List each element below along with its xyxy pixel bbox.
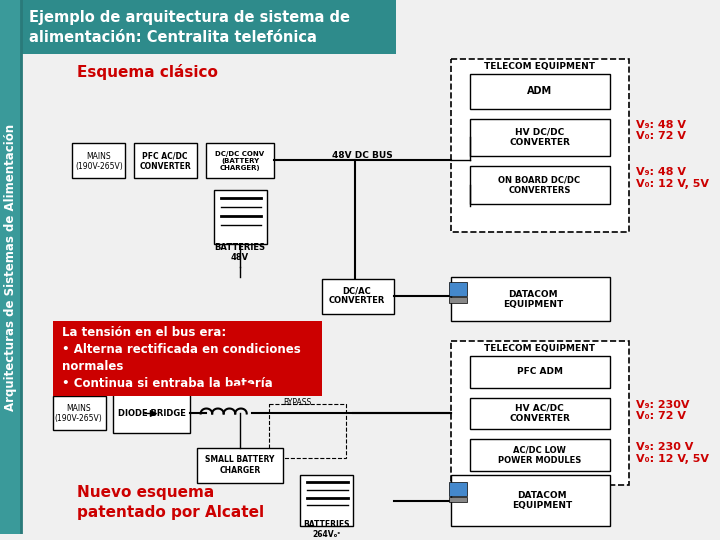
- Bar: [72, 144, 125, 178]
- Text: MAINS
(190V-265V): MAINS (190V-265V): [75, 152, 122, 171]
- Text: HV DC/DC
CONVERTER: HV DC/DC CONVERTER: [509, 128, 570, 147]
- Bar: [470, 397, 610, 429]
- Text: DIODE BRIDGE: DIODE BRIDGE: [118, 409, 186, 418]
- Bar: [53, 396, 106, 430]
- Bar: [53, 321, 322, 396]
- Bar: [0, 0, 21, 534]
- Bar: [451, 59, 629, 232]
- Bar: [322, 279, 394, 314]
- Text: V₉: 48 V
V₀: 72 V: V₉: 48 V V₀: 72 V: [636, 120, 686, 141]
- Bar: [214, 190, 267, 244]
- Text: BATTERIES
264Vₒᶜ: BATTERIES 264Vₒᶜ: [303, 519, 350, 539]
- Text: ON BOARD DC/DC
CONVERTERS: ON BOARD DC/DC CONVERTERS: [498, 176, 580, 195]
- Text: V₉: 48 V
V₀: 12 V, 5V: V₉: 48 V V₀: 12 V, 5V: [636, 167, 709, 189]
- Text: PFC AC/DC
CONVERTER: PFC AC/DC CONVERTER: [139, 152, 191, 171]
- Bar: [470, 166, 610, 204]
- Bar: [269, 403, 346, 458]
- Bar: [449, 497, 467, 503]
- Text: PFC ADM: PFC ADM: [516, 367, 562, 376]
- Text: Ejemplo de arquitectura de sistema de
alimentación: Centralita telefónica: Ejemplo de arquitectura de sistema de al…: [29, 10, 350, 45]
- Bar: [207, 144, 274, 178]
- Text: Arquitecturas de Sistemas de Alimentación: Arquitecturas de Sistemas de Alimentació…: [4, 124, 17, 410]
- Text: SMALL BATTERY
CHARGER: SMALL BATTERY CHARGER: [205, 455, 274, 475]
- Text: DC/DC CONV
(BATTERY
CHARGER): DC/DC CONV (BATTERY CHARGER): [215, 151, 264, 171]
- Bar: [451, 341, 629, 485]
- Bar: [113, 394, 190, 433]
- Bar: [470, 74, 610, 109]
- Bar: [300, 475, 354, 526]
- Text: 48V DC BUS: 48V DC BUS: [331, 151, 392, 160]
- Text: ADM: ADM: [527, 86, 552, 96]
- Text: La tensión en el bus era:
• Alterna rectificada en condiciones
normales
• Contin: La tensión en el bus era: • Alterna rect…: [63, 326, 301, 390]
- Bar: [197, 448, 283, 483]
- Text: TELECOM EQUIPMENT: TELECOM EQUIPMENT: [484, 343, 595, 353]
- Text: BYPASS: BYPASS: [284, 398, 312, 407]
- Text: MAINS
(190V-265V): MAINS (190V-265V): [55, 404, 102, 423]
- Bar: [21, 0, 395, 55]
- Text: Esquema clásico: Esquema clásico: [77, 64, 217, 80]
- Text: TELECOM EQUIPMENT: TELECOM EQUIPMENT: [484, 62, 595, 71]
- Text: BATTERIES
48V: BATTERIES 48V: [215, 242, 266, 262]
- Bar: [449, 482, 467, 496]
- Text: DATACOM
EQUIPMENT: DATACOM EQUIPMENT: [503, 290, 563, 309]
- Text: V₉: 230 V
V₀: 12 V, 5V: V₉: 230 V V₀: 12 V, 5V: [636, 442, 709, 464]
- Bar: [451, 277, 610, 321]
- Bar: [470, 356, 610, 388]
- Text: AC/DC LOW
POWER MODULES: AC/DC LOW POWER MODULES: [498, 446, 581, 465]
- Bar: [451, 475, 610, 526]
- Bar: [449, 282, 467, 296]
- Text: HV AC/DC
CONVERTER: HV AC/DC CONVERTER: [509, 404, 570, 423]
- Bar: [135, 144, 197, 178]
- Text: Nuevo esquema
patentado por Alcatel: Nuevo esquema patentado por Alcatel: [77, 485, 264, 520]
- Text: DC/AC
CONVERTER: DC/AC CONVERTER: [329, 286, 385, 306]
- Bar: [470, 119, 610, 156]
- Bar: [449, 297, 467, 303]
- Text: DATACOM
EQUIPMENT: DATACOM EQUIPMENT: [512, 491, 572, 510]
- Text: V₉: 230V
V₀: 72 V: V₉: 230V V₀: 72 V: [636, 400, 690, 421]
- Bar: [470, 439, 610, 471]
